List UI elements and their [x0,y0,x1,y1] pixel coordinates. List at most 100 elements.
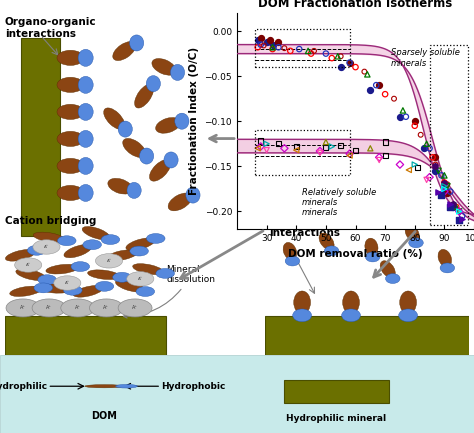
Point [346,152,354,159]
Point [375,154,383,161]
Point [447,188,454,195]
Point [449,201,457,208]
Text: DOM: DOM [91,411,117,421]
Point [334,53,341,60]
Point [432,168,439,174]
Circle shape [34,283,53,293]
Circle shape [78,49,93,66]
Point [432,161,439,168]
Ellipse shape [33,232,65,242]
Point [423,140,430,147]
Ellipse shape [5,249,36,261]
Point [337,142,345,149]
Point [275,39,283,45]
Point [260,42,267,49]
Ellipse shape [57,158,84,174]
Ellipse shape [133,264,164,275]
Point [452,204,460,210]
Text: Organo-organic
interactions: Organo-organic interactions [5,17,96,39]
Circle shape [324,246,339,256]
Ellipse shape [57,131,84,146]
Point [447,201,454,208]
Circle shape [27,246,46,255]
Ellipse shape [126,238,155,250]
Point [292,143,300,150]
Ellipse shape [400,291,417,314]
Point [322,144,329,151]
Ellipse shape [57,104,84,120]
Point [452,204,460,210]
Circle shape [129,35,144,51]
Point [269,45,276,52]
Circle shape [171,65,185,81]
Point [456,217,463,224]
Point [426,145,433,152]
Circle shape [61,299,95,317]
Circle shape [186,187,200,203]
Circle shape [139,148,154,164]
Ellipse shape [438,249,452,267]
Ellipse shape [10,286,41,297]
Point [266,36,273,43]
Point [396,113,404,120]
Circle shape [71,262,90,271]
Ellipse shape [319,233,334,250]
Ellipse shape [123,139,146,158]
Point [364,71,371,78]
Ellipse shape [343,291,359,314]
Circle shape [399,309,418,322]
Ellipse shape [57,185,84,200]
Point [257,138,264,145]
Bar [265,316,469,355]
Point [275,140,283,147]
Point [263,39,270,45]
Point [432,154,439,161]
X-axis label: DOM removal ratio (%): DOM removal ratio (%) [288,249,423,259]
Circle shape [15,258,42,272]
Point [304,47,312,54]
Circle shape [118,121,132,137]
Circle shape [385,274,400,284]
Point [281,45,288,52]
Text: Hydrophilic: Hydrophilic [0,382,47,391]
Circle shape [78,76,93,94]
Point [346,59,354,66]
Point [411,122,419,129]
Point [254,145,262,152]
Point [316,149,324,156]
Point [449,204,457,210]
Ellipse shape [283,242,297,260]
Point [396,161,404,168]
Text: A⁺: A⁺ [103,305,109,310]
Circle shape [78,184,93,201]
Circle shape [78,103,93,120]
Point [257,143,264,150]
Ellipse shape [104,108,125,129]
Circle shape [78,130,93,147]
Point [361,68,368,75]
Text: Mineral-organic
interactions: Mineral-organic interactions [270,216,363,238]
Point [441,183,448,190]
Text: A⁺: A⁺ [132,305,138,310]
Point [269,44,276,51]
Point [414,164,421,171]
Point [352,64,359,71]
Point [441,185,448,192]
Ellipse shape [57,77,84,93]
Point [420,145,428,152]
Point [322,50,329,57]
Ellipse shape [73,285,103,297]
Point [281,145,288,152]
Bar [429,45,468,225]
Text: A⁺: A⁺ [26,263,31,267]
Text: A⁺: A⁺ [46,305,52,310]
Point [257,41,264,48]
Circle shape [64,285,82,295]
Ellipse shape [82,226,110,240]
Point [375,157,383,164]
Point [375,82,383,89]
Point [435,188,442,195]
Ellipse shape [365,238,378,256]
Point [381,91,389,98]
Text: A⁺: A⁺ [20,305,26,310]
